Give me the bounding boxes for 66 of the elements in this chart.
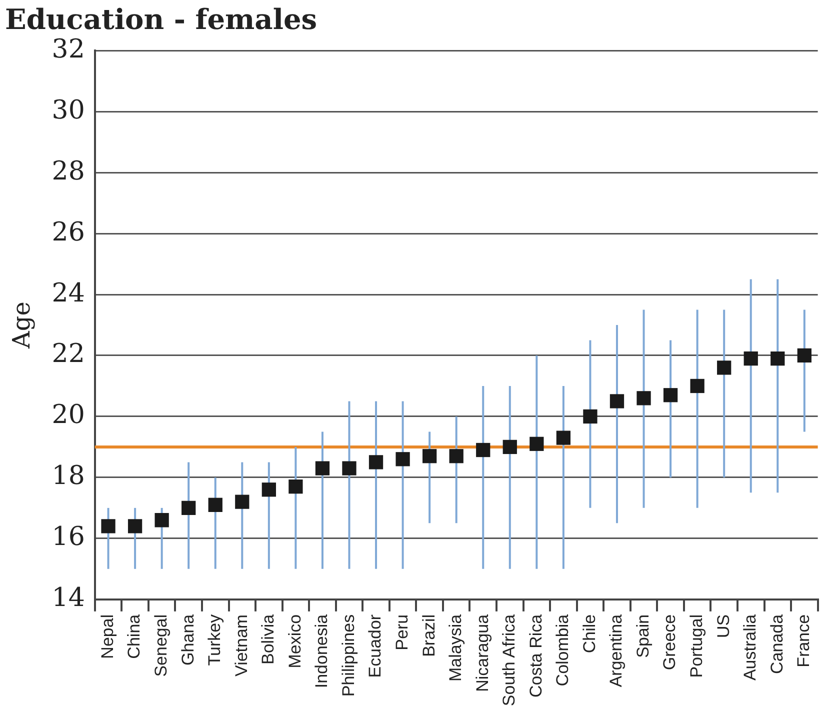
y-tick-label: 24: [52, 278, 85, 308]
point: [342, 461, 356, 476]
x-tick-label: Ghana: [178, 614, 198, 666]
x-tick-label: Greece: [660, 614, 680, 670]
x-tick-label: Peru: [392, 614, 412, 650]
point: [476, 442, 490, 458]
x-tick-label: Turkey: [205, 614, 224, 666]
x-tick-label: France: [794, 614, 814, 668]
x-tick-label: Philippines: [338, 614, 358, 697]
point: [690, 378, 704, 394]
point: [556, 430, 571, 445]
x-tick-label: Canada: [767, 614, 786, 674]
point: [610, 394, 624, 408]
point: [449, 449, 464, 464]
x-tick-label: Bolivia: [258, 614, 278, 664]
y-tick-label: 22: [52, 339, 85, 370]
y-tick-label: 30: [52, 95, 85, 126]
x-tick-label: Costa Rica: [526, 614, 546, 698]
point: [422, 449, 437, 464]
x-tick-label: Brazil: [419, 614, 438, 657]
point: [101, 519, 116, 534]
y-tick-label: 32: [52, 34, 85, 64]
x-tick-label: Australia: [740, 614, 760, 681]
x-tick-label: Nepal: [98, 614, 117, 659]
point: [262, 482, 276, 497]
point: [368, 455, 384, 470]
point: [288, 480, 303, 494]
x-tick-label: Ecuador: [366, 614, 385, 678]
point: [530, 436, 544, 451]
point: [315, 461, 330, 476]
y-tick-label: 14: [52, 583, 85, 614]
y-tick-label: 16: [52, 522, 85, 552]
x-tick-label: South Africa: [500, 614, 519, 706]
point: [208, 498, 222, 512]
point: [396, 452, 410, 466]
y-axis-title: Age: [8, 302, 36, 350]
x-tick-label: Vietnam: [232, 614, 251, 676]
x-tick-label: Portugal: [687, 614, 706, 678]
x-tick-label: Chile: [580, 614, 599, 654]
x-tick-label: Spain: [633, 614, 652, 658]
x-tick-label: Colombia: [553, 614, 572, 686]
point: [797, 348, 812, 363]
x-tick-label: Malaysia: [446, 614, 466, 682]
y-tick-label: 20: [52, 400, 85, 430]
point: [128, 519, 142, 534]
x-tick-label: Mexico: [285, 614, 304, 668]
x-tick-label: Senegal: [152, 614, 171, 677]
point: [502, 440, 517, 454]
y-tick-label: 28: [52, 156, 85, 186]
y-tick-label: 26: [52, 217, 85, 248]
y-tick-label: 18: [52, 461, 85, 492]
x-tick-label: Argentina: [606, 614, 626, 688]
point: [744, 351, 758, 366]
x-tick-label: Indonesia: [312, 614, 332, 688]
point: [583, 409, 598, 424]
point: [770, 351, 785, 366]
x-tick-label: China: [124, 614, 144, 659]
chart-title: Education - females: [5, 3, 318, 36]
point: [717, 360, 732, 375]
point: [235, 494, 250, 509]
point: [182, 500, 196, 515]
point: [663, 388, 678, 402]
x-tick-label: US: [714, 614, 733, 638]
x-tick-label: Nicaragua: [472, 614, 492, 692]
point: [154, 513, 169, 528]
point: [636, 391, 651, 406]
